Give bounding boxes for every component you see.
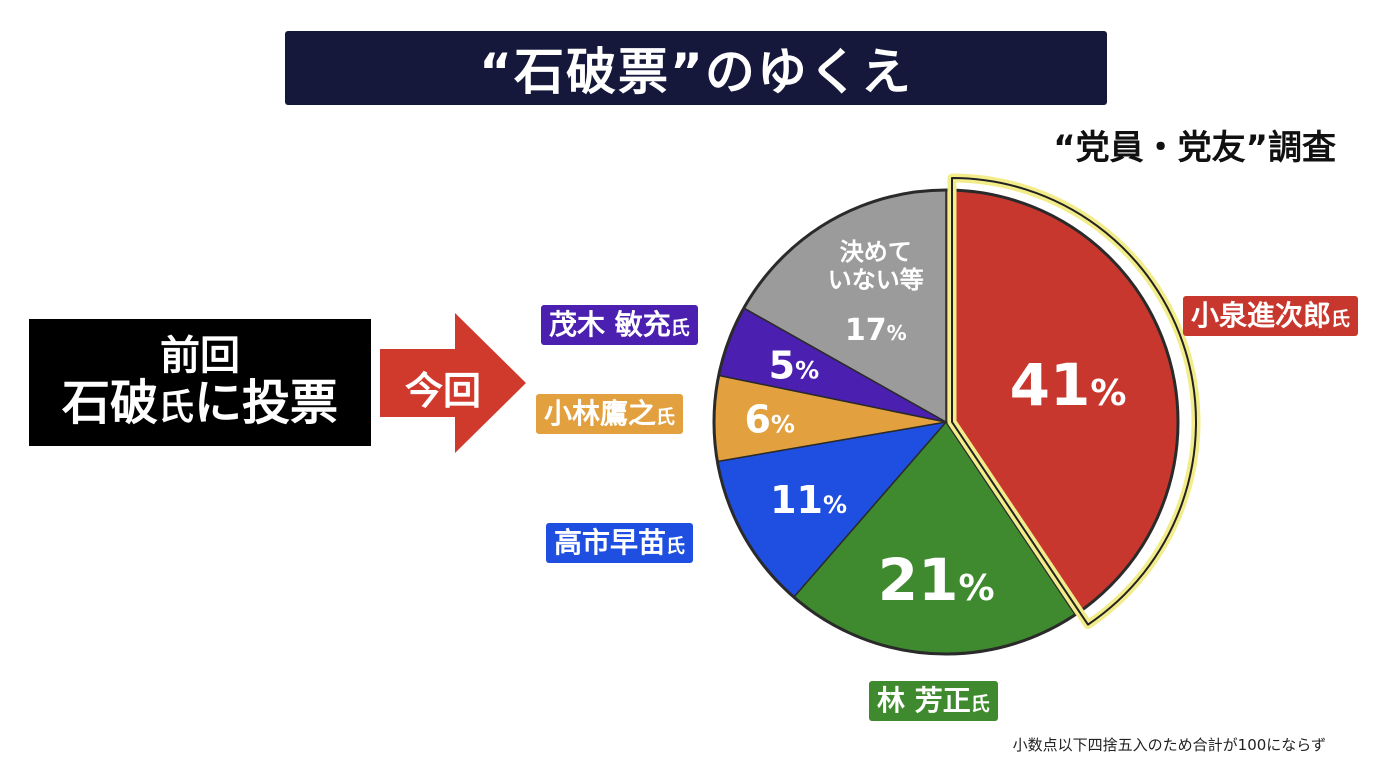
legend-label-hayashi: 林 芳正氏: [869, 681, 998, 721]
right-arrow-icon: [380, 313, 526, 453]
slice-value-undecided: 17%: [845, 313, 907, 348]
slice-value-takaichi: 11%: [770, 478, 847, 522]
previous-vote-line: 石破氏に投票: [61, 375, 339, 432]
legend-label-kobayashi: 小林鷹之氏: [536, 394, 684, 434]
previous-label: 前回: [160, 332, 240, 379]
pie-outline: [712, 188, 1180, 656]
previous-vote-box: 前回 石破氏に投票: [29, 319, 371, 446]
previous-action: に投票: [194, 375, 339, 432]
slice-value-koizumi: 41%: [1010, 351, 1127, 419]
chart-title: “石破票”のゆくえ: [479, 43, 913, 101]
chart-subtitle: “党員・党友”調査: [1053, 128, 1336, 168]
slice-name-undecided-0: 決めて: [840, 238, 912, 266]
slice-name-undecided-1: いない等: [828, 266, 924, 294]
previous-name: 石破: [61, 375, 158, 432]
highlight-outline-edge: [951, 177, 1197, 626]
arrow-label: 今回: [404, 369, 481, 413]
legend-label-motegi: 茂木 敏充氏: [541, 305, 698, 345]
footnote: 小数点以下四捨五入のため合計が100にならず: [1012, 736, 1326, 754]
slice-value-motegi: 5%: [769, 343, 820, 387]
previous-suffix: 氏: [157, 387, 194, 429]
slice-value-kobayashi: 6%: [744, 398, 795, 442]
legend-label-takaichi: 高市早苗氏: [546, 523, 694, 563]
title-banner: “石破票”のゆくえ: [285, 31, 1107, 105]
legend-label-koizumi: 小泉進次郎氏: [1183, 296, 1359, 336]
slice-value-hayashi: 21%: [878, 546, 995, 614]
